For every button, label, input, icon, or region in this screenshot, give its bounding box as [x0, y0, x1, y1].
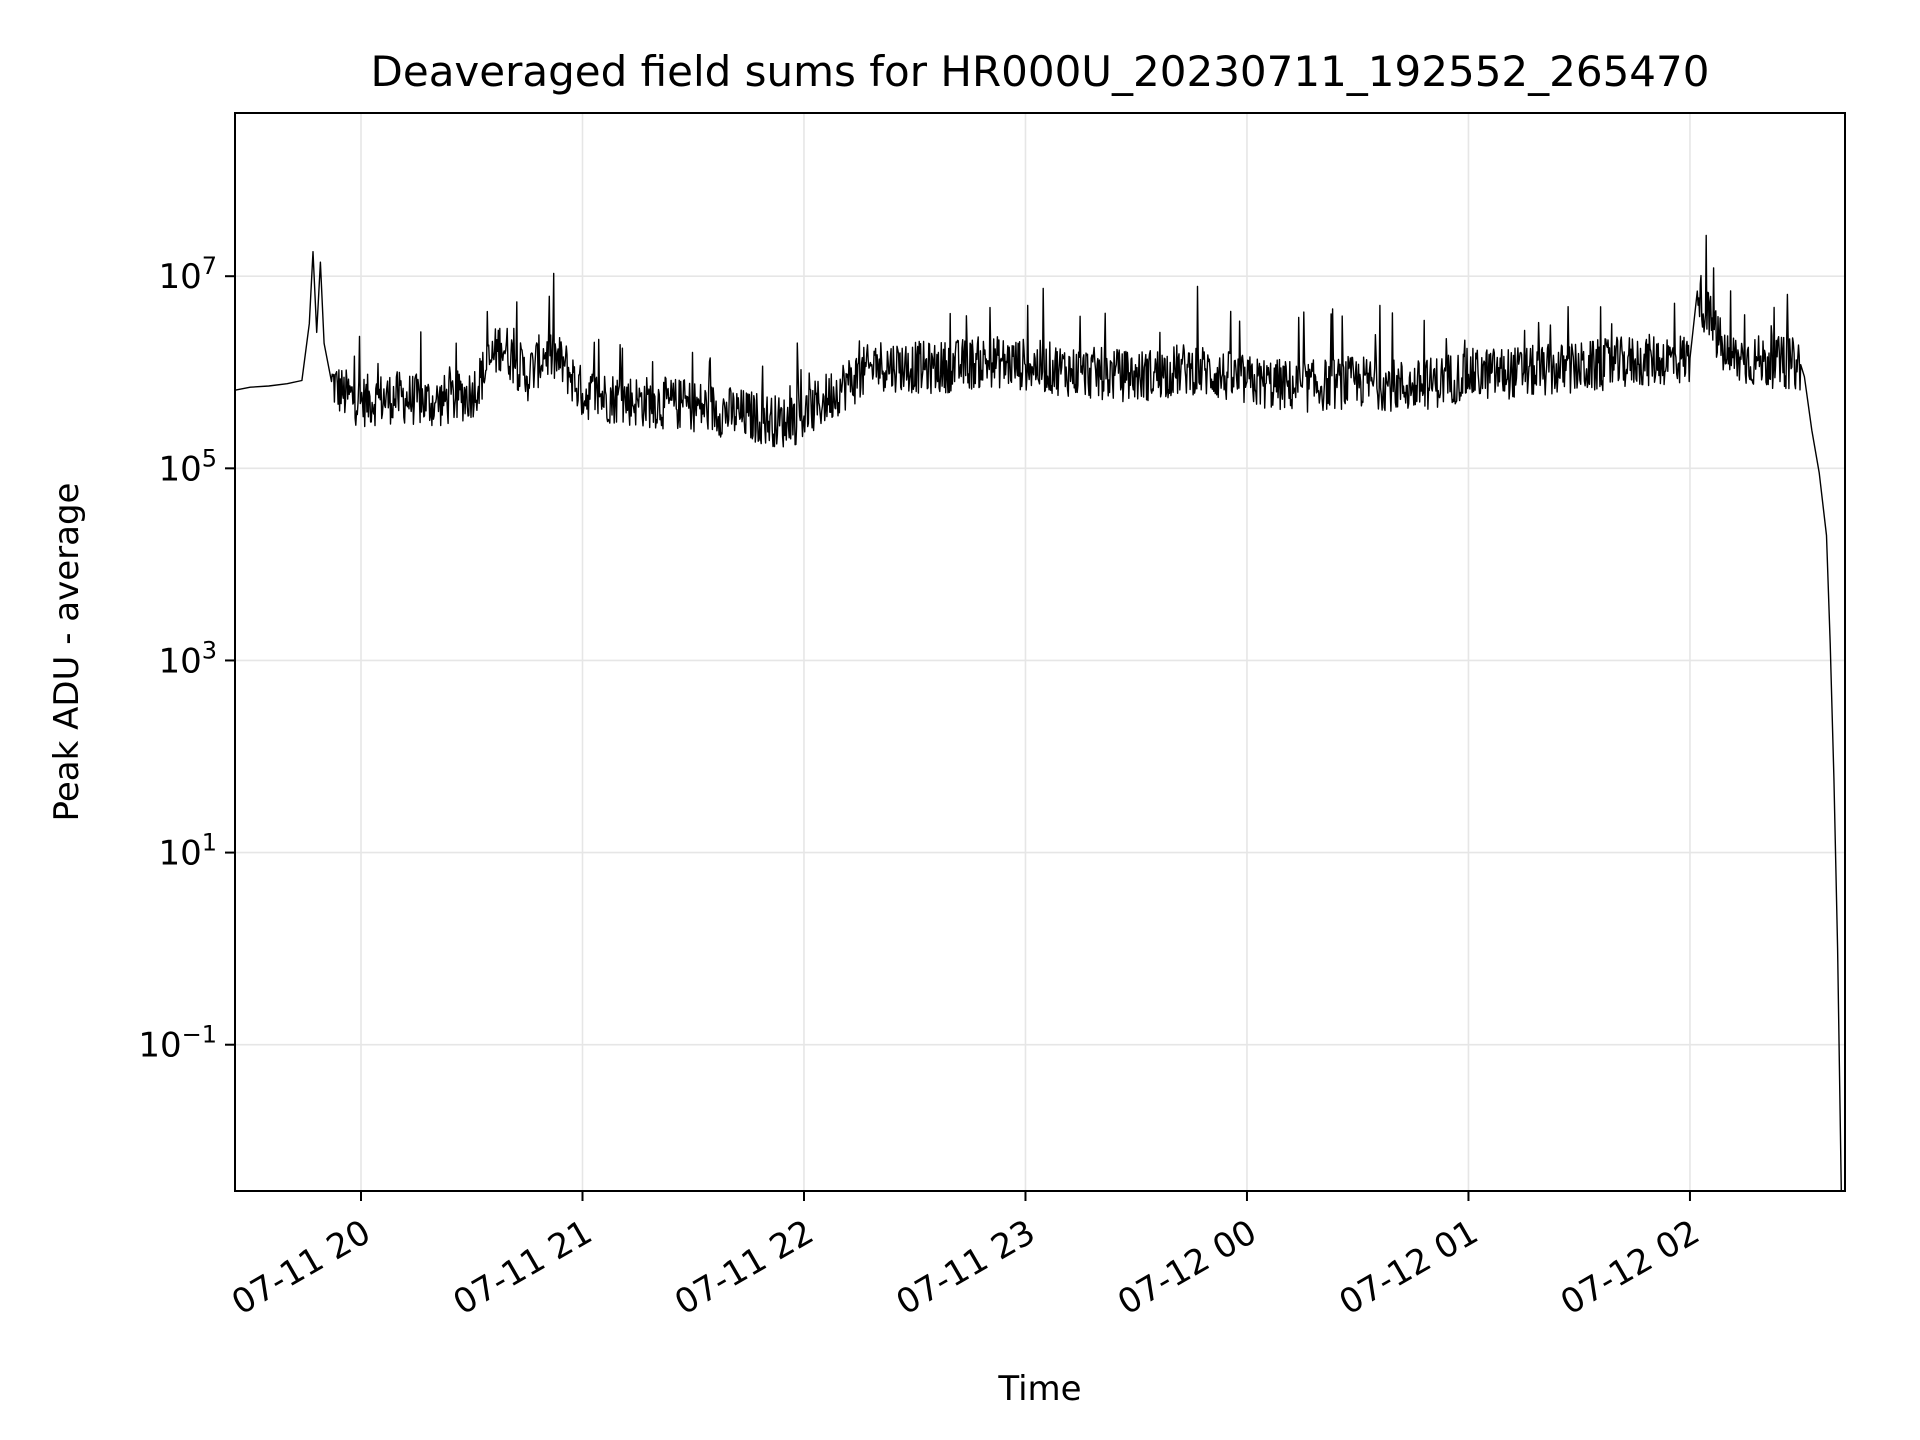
y-tick-label: 10−1 — [138, 1021, 217, 1066]
y-tick-label: 101 — [158, 829, 217, 874]
y-tick-base: 10 — [158, 449, 201, 489]
series-line — [234, 234, 1842, 1192]
y-axis-label: Peak ADU - average — [47, 483, 87, 822]
chart-title: Deaveraged field sums for HR000U_2023071… — [371, 47, 1710, 96]
plot-frame — [234, 112, 1846, 1192]
y-tick-label: 105 — [158, 444, 217, 489]
y-tick-exponent: 5 — [202, 444, 217, 472]
y-tick-base: 10 — [158, 641, 201, 681]
y-tick-exponent: 3 — [202, 636, 217, 664]
y-tick-base: 10 — [158, 257, 201, 297]
y-tick-base: 10 — [158, 834, 201, 874]
grid — [235, 113, 1845, 1191]
y-tick-exponent: −1 — [182, 1021, 217, 1049]
y-tick-base: 10 — [138, 1026, 181, 1066]
y-tick-exponent: 1 — [202, 829, 217, 857]
y-tick-label: 103 — [158, 636, 217, 681]
y-tick-exponent: 7 — [202, 252, 217, 280]
x-axis-label: Time — [997, 1369, 1081, 1409]
y-tick-label: 107 — [158, 252, 217, 297]
